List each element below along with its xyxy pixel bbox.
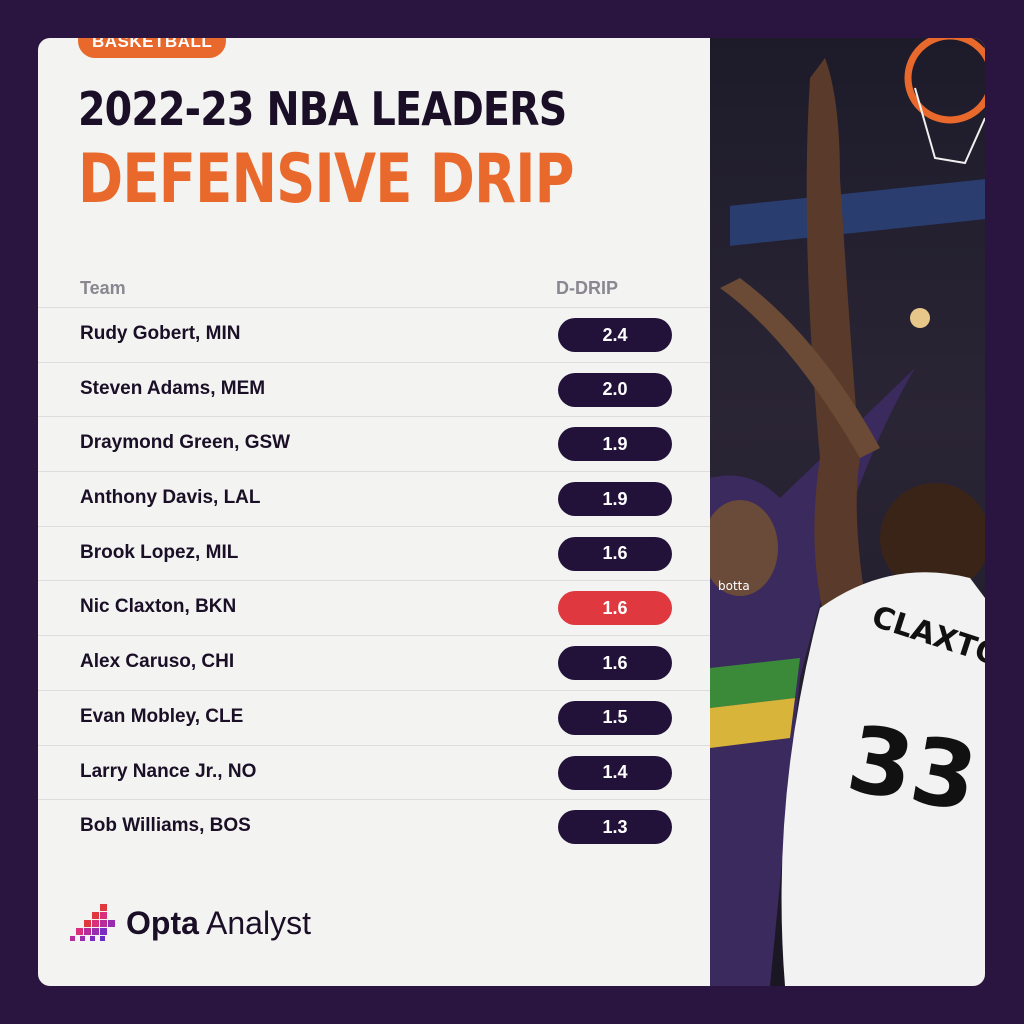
opta-logo-icon — [70, 904, 115, 941]
sponsor-patch: botta — [718, 579, 750, 593]
d-drip-value: 1.6 — [558, 646, 672, 681]
d-drip-value: 1.5 — [558, 700, 672, 735]
player-name: Rudy Gobert, MIN — [80, 323, 241, 344]
player-name: Bob Williams, BOS — [80, 815, 251, 837]
opta-analyst-logo: Opta Analyst — [70, 902, 311, 944]
table-row: Evan Mobley, CLE 1.5 — [38, 689, 710, 745]
player-name: Anthony Davis, LAL — [80, 487, 261, 509]
d-drip-value: 1.6 — [558, 536, 672, 571]
d-drip-value: 1.3 — [558, 810, 672, 845]
logo-wordmark: Opta Analyst — [126, 904, 311, 941]
player-name: Larry Nance Jr., NO — [80, 760, 257, 782]
player-name: Nic Claxton, BKN — [80, 596, 237, 618]
d-drip-value-highlighted: 1.6 — [558, 591, 672, 626]
d-drip-value: 2.4 — [558, 318, 672, 352]
player-name: Evan Mobley, CLE — [80, 705, 244, 727]
player-name: Brook Lopez, MIL — [80, 541, 239, 563]
table-row: Draymond Green, GSW 1.9 — [38, 416, 710, 471]
table-row: Nic Claxton, BKN 1.6 — [38, 580, 710, 635]
table-row: Larry Nance Jr., NO 1.4 — [38, 744, 710, 800]
subheadline: DEFENSIVE DRIP — [78, 140, 575, 219]
player-name: Draymond Green, GSW — [80, 432, 291, 454]
player-photo: CLAXTON 33 botta — [710, 38, 985, 986]
d-drip-value: 1.4 — [558, 755, 672, 790]
d-drip-value: 1.9 — [558, 427, 672, 462]
jersey-number: 33 — [840, 705, 985, 833]
table-row: Brook Lopez, MIL 1.6 — [38, 525, 710, 581]
table-row: Bob Williams, BOS 1.3 — [38, 799, 710, 854]
headline: 2022-23 NBA LEADERS — [78, 82, 567, 136]
d-drip-value: 1.9 — [558, 482, 672, 517]
leaders-table: Rudy Gobert, MIN 2.4 Steven Adams, MEM 2.0 D… — [38, 307, 710, 854]
table-row: Rudy Gobert, MIN 2.4 — [38, 307, 710, 362]
column-header-metric: D-DRIP — [556, 278, 618, 298]
infographic-card: BASKETBALL 2022-23 NBA LEADERS DEFENSIVE… — [38, 38, 985, 986]
table-row: Alex Caruso, CHI 1.6 — [38, 635, 710, 690]
table-row: Steven Adams, MEM 2.0 — [38, 361, 710, 417]
player-name: Alex Caruso, CHI — [80, 651, 235, 673]
player-name: Steven Adams, MEM — [80, 377, 266, 399]
column-header-team: Team — [80, 278, 126, 298]
d-drip-value: 2.0 — [558, 372, 672, 407]
category-tag: BASKETBALL — [78, 38, 227, 58]
table-row: Anthony Davis, LAL 1.9 — [38, 471, 710, 526]
